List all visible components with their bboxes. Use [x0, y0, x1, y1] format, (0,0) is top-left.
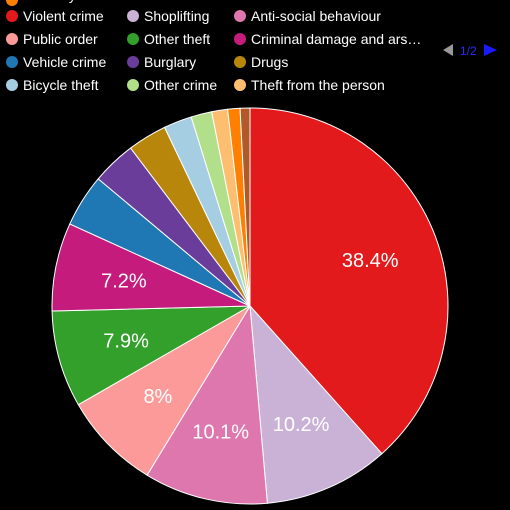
legend-item[interactable]: Robbery — [6, 0, 76, 6]
slice-value-label: 10.1% — [192, 421, 249, 443]
legend-marker — [234, 79, 246, 91]
legend-item[interactable]: Other theft — [127, 31, 210, 47]
legend-label: Drugs — [251, 54, 288, 70]
legend-label: Robbery — [23, 0, 76, 3]
legend-label: Bicycle theft — [23, 77, 99, 93]
legend-item[interactable]: Other crime — [127, 77, 217, 93]
pie-slice[interactable] — [146, 304, 268, 505]
legend-pager: 1/2 — [443, 44, 497, 58]
legend-label: Vehicle crime — [23, 54, 106, 70]
legend-item[interactable]: Theft from the person — [234, 77, 385, 93]
legend-label: Criminal damage and ars… — [251, 31, 421, 47]
legend-marker — [127, 10, 139, 22]
legend-item[interactable]: Criminal damage and ars… — [234, 31, 421, 47]
legend-item[interactable]: Violent crime — [6, 8, 104, 24]
slice-value-label: 8% — [143, 386, 172, 408]
legend-label: Burglary — [144, 54, 196, 70]
legend-item[interactable]: Burglary — [127, 54, 196, 70]
legend-marker — [6, 33, 18, 45]
legend-marker — [234, 10, 246, 22]
pie-slice-labels: 38.4% 10.2% 10.1% 8% 7.9% 7.2% — [101, 250, 399, 443]
legend-label: Violent crime — [23, 8, 104, 24]
legend-marker — [6, 56, 18, 68]
legend-label: Other theft — [144, 31, 210, 47]
slice-value-label: 10.2% — [273, 414, 330, 436]
legend-marker — [6, 0, 18, 6]
legend-marker — [234, 33, 246, 45]
legend-marker — [127, 33, 139, 45]
legend-marker — [6, 79, 18, 91]
legend-item[interactable]: Drugs — [234, 54, 288, 70]
legend-marker — [6, 10, 18, 22]
legend: Violent crime Shoplifting Anti-social beha… — [6, 0, 421, 93]
pie-slice[interactable] — [249, 304, 383, 504]
legend-item[interactable]: Shoplifting — [127, 8, 209, 24]
legend-marker — [234, 56, 246, 68]
legend-item[interactable]: Vehicle crime — [6, 54, 106, 70]
legend-label: Shoplifting — [144, 8, 209, 24]
pager-label: 1/2 — [460, 44, 477, 58]
legend-label: Anti-social behaviour — [251, 8, 381, 24]
slice-value-label: 38.4% — [342, 250, 399, 272]
legend-marker — [127, 79, 139, 91]
pie-slice[interactable] — [239, 107, 251, 307]
triangle-right-icon[interactable] — [484, 44, 497, 56]
triangle-left-icon[interactable] — [443, 44, 453, 56]
legend-label: Other crime — [144, 77, 217, 93]
legend-item[interactable]: Public order — [6, 31, 98, 47]
slice-value-label: 7.2% — [101, 270, 147, 292]
slice-value-label: 7.9% — [103, 331, 149, 353]
pie-slice[interactable] — [249, 107, 449, 455]
pie-slices — [51, 107, 449, 505]
legend-item[interactable]: Bicycle theft — [6, 77, 99, 93]
legend-label: Theft from the person — [251, 77, 385, 93]
legend-item[interactable]: Anti-social behaviour — [234, 8, 381, 24]
legend-marker — [127, 56, 139, 68]
legend-label: Public order — [23, 31, 98, 47]
pie-slice[interactable] — [77, 305, 251, 476]
pie-slice[interactable] — [51, 305, 251, 406]
